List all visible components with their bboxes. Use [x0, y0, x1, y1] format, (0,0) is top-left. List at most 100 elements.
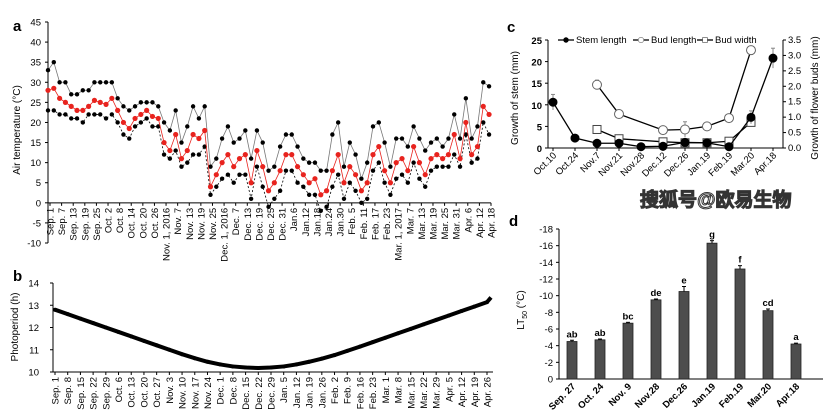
series-mean-point	[196, 135, 202, 142]
series-mean-point	[457, 156, 463, 162]
left-y-tick-label: 20	[531, 58, 542, 69]
x-tick-label: Mar. 1	[381, 377, 392, 403]
photoperiod-point	[370, 340, 375, 345]
series-mean-point	[115, 107, 121, 113]
x-tick-label: Sep. 29	[101, 377, 112, 410]
series-mean-point	[352, 172, 359, 178]
series-mean-point	[277, 168, 283, 174]
series-mean-point	[312, 176, 318, 182]
series-min-point	[63, 112, 68, 117]
legend-item-stem-length: Stem length	[558, 35, 627, 46]
legend-label: Bud length	[651, 35, 696, 46]
photoperiod-point	[446, 313, 451, 318]
series-mean-point	[68, 103, 74, 109]
series-max-point	[225, 124, 231, 129]
series-min-point	[272, 196, 277, 201]
series-max-point	[103, 80, 109, 85]
series-min-point	[51, 108, 57, 113]
series-mean-point	[376, 143, 382, 150]
series-min-point	[57, 112, 62, 117]
x-tick-label: Feb. 2	[330, 377, 341, 404]
series-max-point	[150, 100, 155, 105]
series-min-point	[243, 172, 248, 177]
series-max-point	[237, 136, 242, 141]
x-tick-label: Oct. 27	[152, 377, 163, 408]
panel-label-b: b	[13, 268, 22, 285]
photoperiod-point	[281, 364, 286, 369]
x-tick-label: Nov. 19	[196, 208, 207, 240]
series-max-point	[45, 68, 51, 73]
series-min-point	[202, 144, 207, 149]
series-mean-point	[474, 143, 481, 150]
x-tick-label: Oct. 2	[104, 208, 115, 233]
x-tick-label: Dec.26	[662, 150, 691, 179]
series-min-point	[132, 124, 138, 129]
right-y-tick-label: 1.5	[788, 97, 801, 108]
photoperiod-point	[78, 316, 83, 321]
series-max-point	[63, 80, 68, 85]
series-min-point	[457, 164, 463, 169]
x-tick-label: Mar. 8	[394, 377, 405, 403]
bar	[650, 299, 662, 380]
x-tick-label: Feb. 23	[368, 377, 379, 409]
photoperiod-point	[396, 331, 401, 336]
y-tick-label: 10	[28, 368, 39, 379]
series-mean-point	[97, 99, 103, 105]
series-min-point	[318, 208, 323, 214]
photoperiod-point	[167, 347, 172, 352]
series-mean-point	[86, 103, 92, 109]
series-mean-point	[178, 156, 185, 162]
stem-length-point	[768, 53, 778, 63]
x-tick-label: Oct. 14	[127, 208, 138, 239]
lt-unit: (°C)	[516, 290, 527, 311]
series-max-point	[411, 124, 416, 129]
series-min-point	[196, 152, 202, 157]
x-tick-label: Mar. 7	[405, 208, 416, 234]
significance-letter: cd	[762, 298, 773, 309]
series-min-point	[289, 168, 294, 173]
panel-d-y-axis-label: LT50 (°C)	[516, 290, 529, 329]
series-min-line	[48, 110, 490, 212]
series-max-point	[121, 104, 126, 109]
series-mean-point	[341, 180, 347, 186]
series-min-point	[248, 196, 254, 201]
series-max-point	[330, 132, 335, 137]
photoperiod-point	[345, 348, 350, 353]
x-tick-label: Oct. 13	[127, 377, 138, 408]
series-max-point	[434, 136, 440, 141]
series-min-point	[295, 180, 300, 185]
series-min-point	[138, 120, 144, 125]
bar	[762, 310, 774, 380]
series-max-point	[138, 100, 144, 105]
series-max-point	[370, 124, 376, 129]
bud-length-point	[746, 45, 756, 56]
series-max-point	[196, 116, 202, 121]
x-tick-label: Jan.19	[689, 381, 718, 410]
series-mean-point	[323, 188, 330, 194]
x-tick-label: Oct.24	[554, 150, 582, 178]
x-tick-label: Dec. 19	[254, 208, 265, 241]
panel-label-d: d	[509, 213, 518, 230]
series-min-point	[150, 124, 155, 129]
legend-marker	[637, 36, 645, 44]
series-max-point	[446, 136, 451, 141]
y-tick-label: 5	[36, 178, 41, 189]
series-min-point	[69, 116, 74, 121]
series-mean-point	[236, 156, 243, 162]
series-mean-point	[451, 131, 457, 138]
right-y-tick-label: 2.0	[788, 81, 801, 92]
series-mean-point	[132, 115, 138, 122]
series-mean-point	[329, 168, 335, 174]
series-mean-point	[51, 85, 57, 91]
series-max-point	[219, 136, 225, 141]
series-max-point	[202, 104, 207, 109]
x-tick-label: Sep. 8	[63, 377, 74, 404]
panel-label-a: a	[13, 18, 22, 35]
photoperiod-point	[408, 326, 413, 331]
series-min-point	[341, 196, 347, 201]
x-tick-label: Mar. 19	[428, 208, 439, 240]
series-min-point	[347, 180, 352, 185]
stem-length-point	[680, 137, 690, 147]
series-max-point	[353, 152, 358, 157]
